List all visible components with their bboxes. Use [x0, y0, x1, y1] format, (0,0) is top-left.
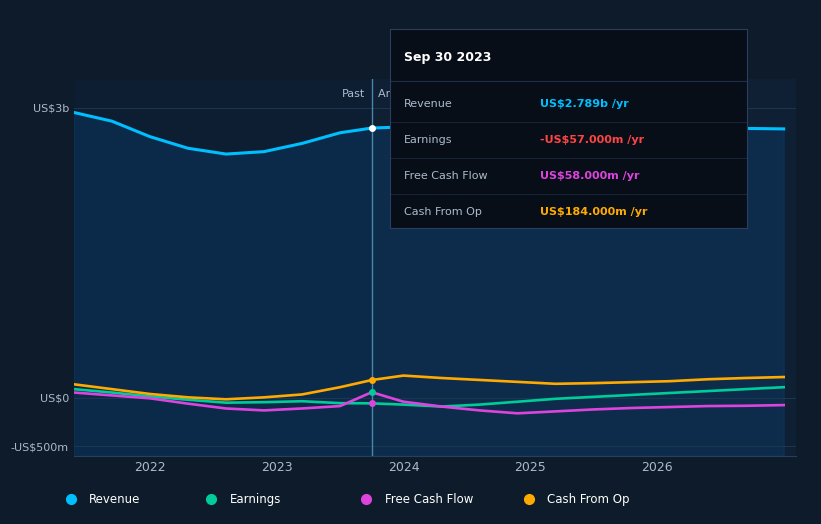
Text: Earnings: Earnings	[404, 135, 452, 145]
Text: Free Cash Flow: Free Cash Flow	[404, 171, 488, 181]
Text: Analysts Forecasts: Analysts Forecasts	[378, 90, 482, 100]
Bar	[74, 79, 372, 456]
Text: Past: Past	[342, 90, 365, 100]
Text: US$2.789b /yr: US$2.789b /yr	[540, 100, 629, 110]
Text: Revenue: Revenue	[404, 100, 453, 110]
Text: US$58.000m /yr: US$58.000m /yr	[540, 171, 640, 181]
Text: Revenue: Revenue	[89, 493, 140, 506]
Text: Cash From Op: Cash From Op	[548, 493, 630, 506]
Text: US$184.000m /yr: US$184.000m /yr	[540, 207, 648, 217]
Text: -US$57.000m /yr: -US$57.000m /yr	[540, 135, 644, 145]
Text: Earnings: Earnings	[230, 493, 281, 506]
Text: Sep 30 2023: Sep 30 2023	[404, 51, 492, 64]
Text: Cash From Op: Cash From Op	[404, 207, 482, 217]
Text: Free Cash Flow: Free Cash Flow	[384, 493, 473, 506]
